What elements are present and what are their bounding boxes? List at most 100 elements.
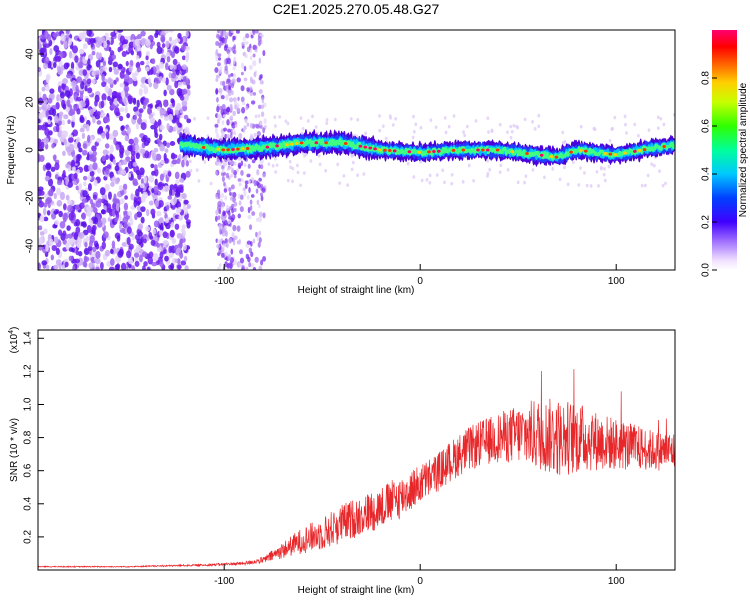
spectrogram-cell: [62, 150, 66, 157]
spectrogram-cell: [229, 191, 232, 196]
spectrogram-cell: [314, 125, 318, 129]
spectrogram-peak-cell: [623, 151, 627, 155]
spectrogram-cell: [378, 114, 381, 118]
spectrogram-cell: [250, 34, 254, 39]
spectrogram-cell: [325, 117, 329, 122]
spectrogram-cell: [599, 166, 603, 171]
spectrogram-peak-cell: [275, 144, 279, 148]
spectrogram-cell: [226, 167, 230, 171]
spectrogram-cell: [637, 133, 640, 138]
spectrogram-cell: [412, 114, 415, 119]
spectrogram-cell: [170, 230, 175, 238]
spectrogram-cell: [168, 30, 174, 33]
spectrogram-cell: [248, 224, 253, 230]
spectrogram-cell: [189, 168, 193, 173]
spectrogram-cell: [180, 44, 186, 51]
spectrogram-cell: [171, 39, 177, 46]
spectrogram-ridge-cell: [503, 146, 507, 152]
spectrogram-peak-cell: [642, 148, 647, 152]
spectrogram-cell: [215, 87, 219, 95]
spectrogram-cell: [243, 65, 247, 72]
spectrogram-cell: [143, 261, 148, 267]
spectrogram-cell: [140, 148, 146, 154]
spectrogram-cell: [255, 231, 258, 238]
spectrogram-peak-cell: [510, 150, 515, 154]
spectrogram-cell: [412, 175, 416, 179]
spectrogram-cell: [252, 53, 256, 58]
spectrogram-cell: [412, 129, 416, 134]
spectrogram-cell: [104, 183, 110, 192]
spectrogram-cell: [58, 111, 64, 117]
spectrogram-peak-cell: [427, 150, 431, 154]
spectrogram-cell: [181, 193, 187, 200]
spectrogram-cell: [89, 170, 95, 177]
spectrogram-cell: [109, 135, 115, 140]
spectrogram-cell: [101, 112, 106, 118]
spectrogram-cell: [81, 212, 87, 220]
spectrogram-cell: [233, 161, 237, 166]
spectrogram-cell: [128, 64, 133, 73]
spectrogram-cell: [589, 184, 593, 188]
spectrogram-cell: [181, 159, 185, 168]
spectrogram-cell: [89, 198, 94, 205]
spectrogram-cell: [414, 122, 418, 127]
spectrogram-cell: [88, 163, 94, 172]
spectrogram-cell: [51, 245, 58, 251]
spectrogram-cell: [150, 208, 156, 216]
spectrogram-cell: [155, 121, 159, 129]
spectrogram-cell: [90, 39, 94, 48]
spectrogram-cell: [126, 113, 131, 119]
spectrogram-cell: [224, 251, 228, 258]
spectrogram-cell: [177, 206, 182, 213]
spectrogram-cell: [155, 153, 162, 161]
spectrogram-cell: [225, 94, 229, 101]
spectrogram-cell: [258, 164, 261, 169]
spectrogram-cell: [217, 215, 221, 221]
spectrogram-cell: [96, 137, 102, 143]
spectrogram-cell: [82, 175, 88, 181]
spectrogram-cell: [130, 218, 134, 226]
spectrogram-cell: [659, 116, 663, 121]
spectrogram-cell: [163, 116, 169, 121]
spectrogram-cell: [124, 87, 129, 96]
spectrogram-cell: [143, 139, 150, 147]
spectrogram-cell: [149, 43, 153, 50]
spectrogram-cell: [42, 93, 47, 101]
spectrogram-panel: -100 0 100 -40 -20 0 20 40 Height of straight l…: [6, 29, 676, 296]
spectrogram-cell: [132, 181, 139, 187]
spectrogram-cell: [498, 122, 502, 127]
spectrogram-cell: [254, 45, 258, 50]
snr-x-tick-label: -100: [214, 576, 234, 587]
spectrogram-cell: [258, 104, 262, 109]
spectrogram-cell: [157, 199, 164, 208]
spectrogram-cell: [126, 35, 132, 41]
spectrogram-cell: [245, 266, 249, 270]
spectrogram-cell: [107, 95, 111, 101]
spectrogram-cell: [71, 80, 77, 87]
spectrogram-cell: [234, 201, 238, 207]
spectrogram-cell: [86, 78, 92, 85]
spectrogram-cell: [38, 140, 42, 149]
spectrogram-peak-cell: [525, 151, 529, 155]
spectrogram-cell: [218, 68, 222, 75]
spectrogram-cell: [159, 261, 164, 268]
spectrogram-cell: [66, 225, 71, 231]
spectrogram-peak-cell: [231, 147, 235, 151]
spectrogram-ridge-cell: [500, 150, 504, 154]
spectrogram-cell: [233, 44, 237, 50]
spectrogram-cell: [420, 178, 424, 183]
spectrogram-cell: [217, 113, 221, 119]
spectrogram-cell: [258, 57, 262, 64]
spectrogram-cell: [151, 58, 156, 65]
spectrogram-cell: [69, 96, 74, 103]
spectrogram-cell: [128, 243, 134, 250]
spectrogram-cell: [124, 105, 128, 114]
spectrogram-cell: [76, 242, 82, 249]
spectrogram-cell: [43, 31, 49, 40]
spectrogram-cell: [175, 179, 180, 185]
spectrogram-cell: [39, 231, 45, 236]
spectrogram-cell: [425, 177, 429, 182]
spectrogram-peak-cell: [265, 145, 270, 149]
spectrogram-cell: [59, 91, 65, 99]
spectrogram-cell: [57, 85, 62, 93]
